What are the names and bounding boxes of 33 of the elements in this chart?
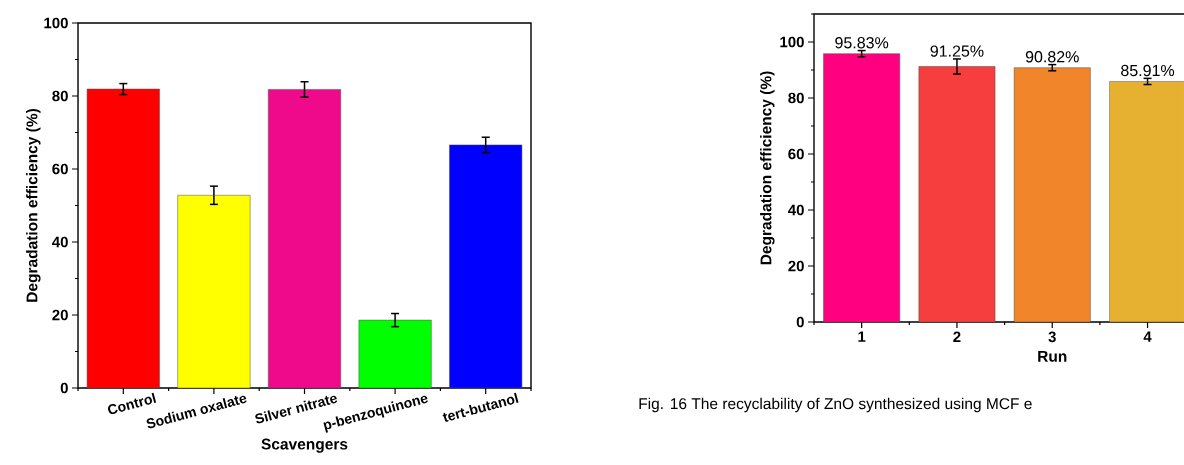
x-axis-title: Scavengers [261,438,348,453]
data-label: 85.91% [1121,64,1175,77]
y-axis-title: Degradation efficiency (%) [26,108,41,302]
x-axis-title: Run [1038,351,1067,362]
bar [449,144,523,389]
y-tick-label: 100 [44,17,68,29]
y-tick-label: 80 [788,92,804,104]
y-tick-label: 20 [788,260,804,272]
bar [177,195,251,389]
x-tick-label: 3 [1048,331,1056,343]
y-tick-label: 60 [52,163,68,175]
bar [268,89,341,389]
data-label: 91.25% [930,45,984,57]
x-tick-label: 2 [953,331,961,342]
caption: Fig. 16 The recyclability of ZnO synthesized using MCF e [639,397,1032,413]
bar [918,66,996,323]
y-tick-label: 40 [52,236,68,248]
y-tick-label: 100 [780,36,804,48]
x-tick-label: 1 [858,331,866,342]
y-tick-label: 60 [788,148,804,160]
bar [358,319,432,389]
y-tick-label: 0 [796,316,804,328]
y-tick-label: 80 [52,90,68,102]
bar [1013,67,1091,323]
y-tick-label: 40 [788,204,804,216]
bar [823,53,901,323]
bar [86,88,160,389]
y-tick-label: 20 [52,309,68,321]
data-label: 95.83% [835,37,889,49]
y-tick-label: 0 [60,382,68,394]
x-tick-label: 4 [1143,331,1152,342]
data-label: 90.82% [1025,51,1079,63]
y-axis-title: Degradation efficiency (%) [760,71,775,265]
